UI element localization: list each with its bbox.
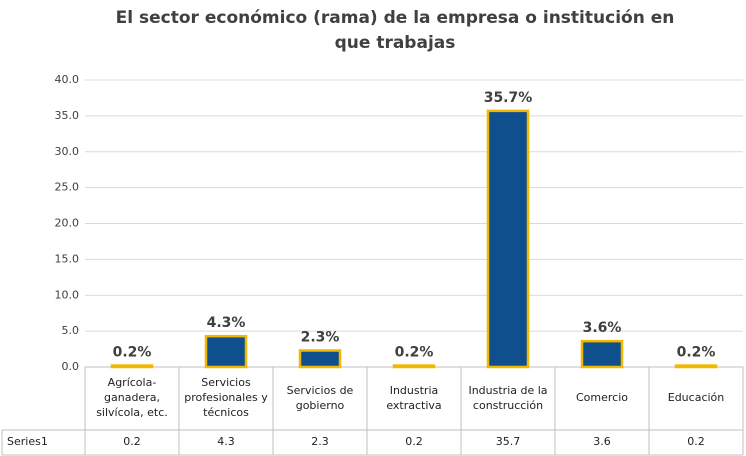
data-label: 0.2% [395,345,434,361]
bar [204,334,248,369]
y-tick-label: 35.0 [55,109,80,122]
table-value: 0.2 [687,435,705,449]
y-tick-label: 0.0 [62,360,80,373]
x-tick-label: Servicios de gobierno [286,383,354,412]
table-value: 2.3 [311,435,329,449]
y-tick-label: 40.0 [55,73,80,86]
x-tick-label: Servicios profesionales y técnicos [184,376,268,419]
x-tick-label: Educación [667,391,725,405]
x-tick-label: Comercio [575,391,628,405]
y-tick-label: 10.0 [55,288,80,301]
table-value: 0.2 [405,435,423,449]
data-label: 0.2% [677,345,716,361]
y-tick-label: 5.0 [62,324,80,337]
bar [486,109,530,369]
x-tick-label: Industria extractiva [386,383,442,412]
data-label: 0.2% [113,345,152,361]
data-label: 4.3% [207,315,246,331]
data-label: 3.6% [583,320,622,336]
data-label: 35.7% [484,90,533,106]
bar [580,339,624,369]
bar [392,364,436,369]
y-tick-label: 15.0 [55,252,80,265]
table-value: 3.6 [593,435,611,449]
bar [298,349,342,369]
table-value: 35.7 [495,435,521,449]
x-tick-label: Industria de la construcción [468,383,548,412]
data-label: 2.3% [301,329,340,345]
table-value: 0.2 [123,435,141,449]
bar [674,364,718,369]
legend-label: Series1 [7,435,48,449]
bar [110,364,154,369]
table-value: 4.3 [217,435,235,449]
y-tick-label: 25.0 [55,181,80,194]
x-tick-label: Agrícola-ganadera, silvícola, etc. [96,376,168,419]
y-tick-label: 30.0 [55,145,80,158]
y-tick-label: 20.0 [55,217,80,230]
chart-title: El sector económico (rama) de la empresa… [115,8,675,53]
